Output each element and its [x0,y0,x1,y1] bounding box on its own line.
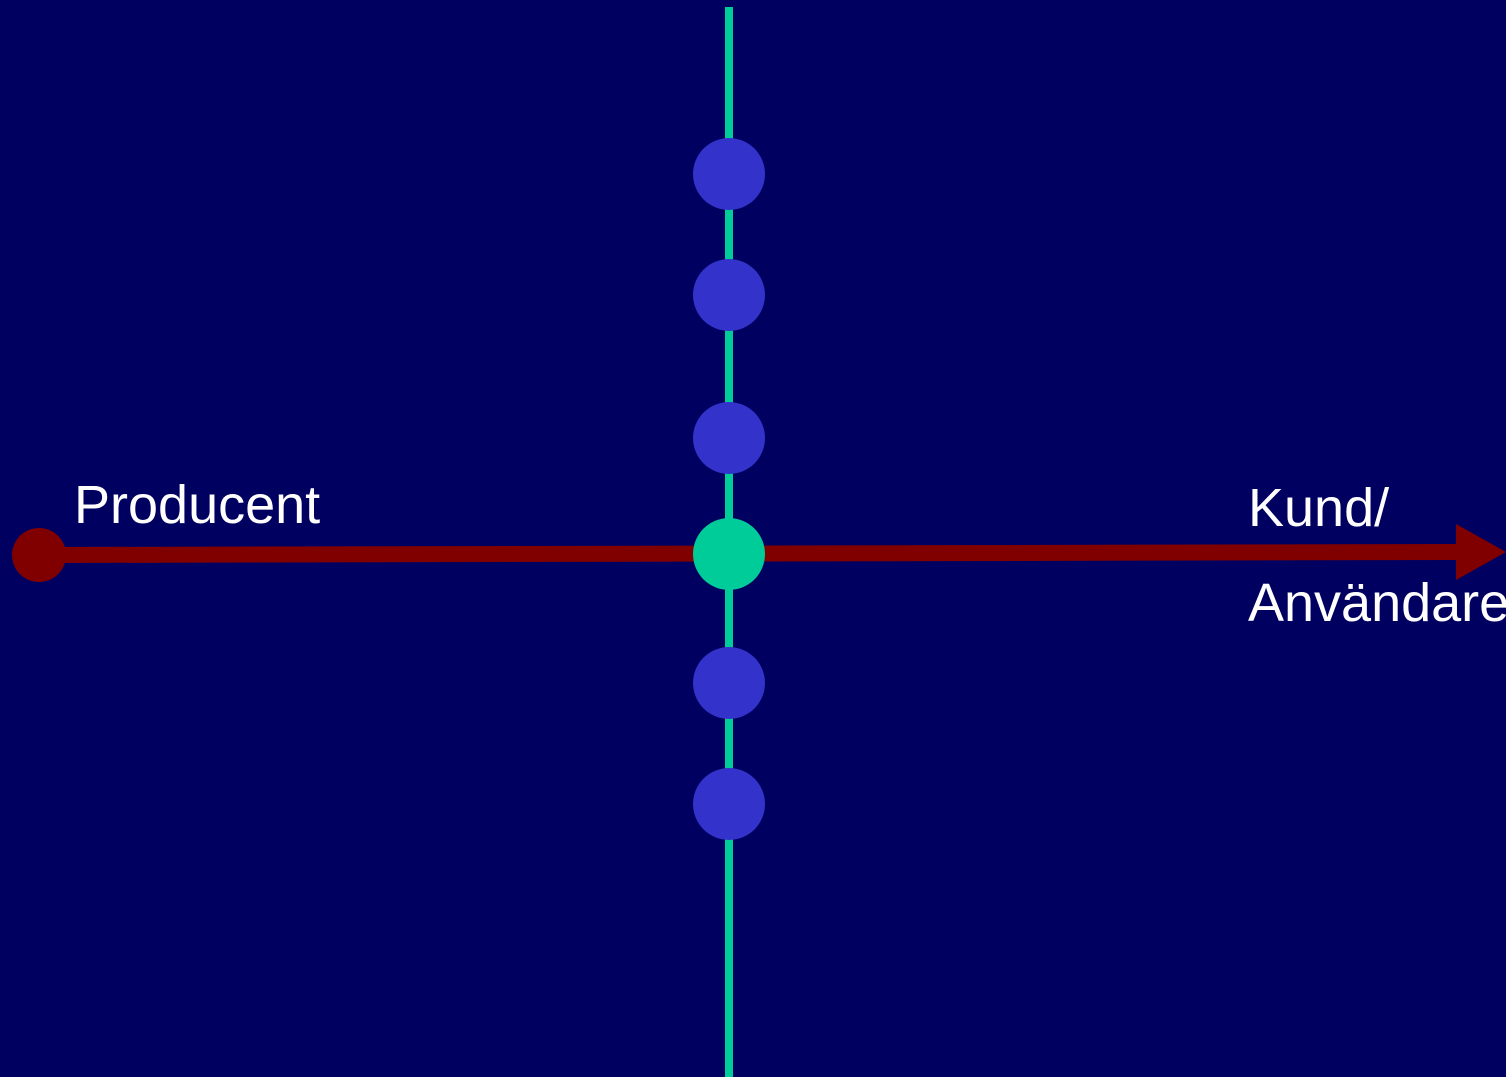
customer-label: Kund/ [1248,478,1390,538]
node-below-1 [693,647,765,719]
producer-start-dot [12,528,66,582]
center-node [693,518,765,590]
node-above-2 [693,259,765,331]
node-below-2 [693,768,765,840]
node-above-3 [693,402,765,474]
user-label: Användare [1248,573,1506,633]
node-above-1 [693,138,765,210]
producer-label: Producent [74,475,321,535]
flow-arrow-head [1456,524,1506,580]
